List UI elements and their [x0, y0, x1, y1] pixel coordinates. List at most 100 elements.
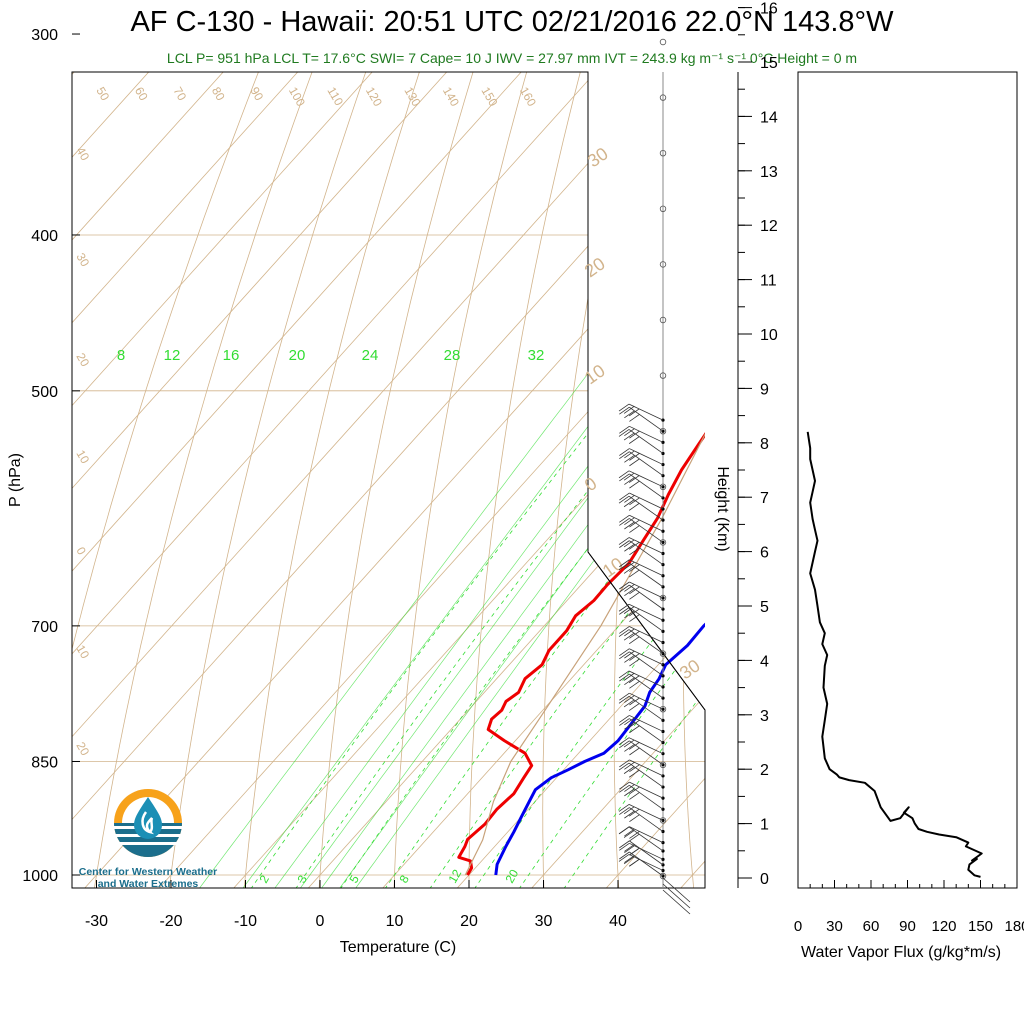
dry-adiabat-line: [239, 72, 705, 888]
wind-barb-feather: [619, 840, 630, 849]
mixing-ratio-label: 16: [223, 347, 240, 364]
mixing-ratio-line: [324, 72, 705, 888]
flux-x-tick-label: 60: [863, 918, 880, 935]
barb-point: [661, 796, 665, 800]
wind-barb-feather: [624, 788, 635, 797]
dry-adiabat-line: [162, 72, 705, 888]
dry-adiabat-line: [86, 72, 672, 888]
wind-barb-feather: [623, 699, 635, 708]
barb-level-circle: [659, 872, 667, 880]
wind-barb-feather: [629, 697, 640, 706]
wind-barb-feather: [619, 651, 630, 660]
theta-label-left: 20: [73, 351, 92, 370]
wind-barb-feather: [619, 842, 630, 851]
temperature-tick-label: -20: [159, 913, 182, 930]
wind-barb-shaft: [629, 826, 664, 844]
wind-barb-shaft: [629, 781, 664, 799]
height-tick-label: 12: [760, 218, 778, 235]
wind-barb-feather: [623, 432, 635, 441]
flux-x-tick-label: 90: [899, 918, 916, 935]
wind-barb-feather: [629, 847, 640, 856]
wind-barb-feather: [629, 747, 640, 756]
wind-barb-feather: [618, 470, 630, 479]
skewt-frame: [71, 33, 706, 889]
wind-barb-shaft: [629, 692, 664, 710]
wind-barb-shaft: [628, 495, 664, 521]
water-vapor-flux-panel: 0306090120150180012345678910111213141516: [737, 1, 1024, 935]
theta-label-right: 0: [581, 473, 601, 495]
flux-x-tick-label: 180: [1004, 918, 1024, 935]
pressure-tick-label: 700: [31, 619, 58, 636]
isotherm-line: [72, 72, 705, 888]
flux-x-tick-label: 0: [794, 918, 802, 935]
wind-barb-shaft: [628, 537, 664, 554]
skewt-profiles: [457, 432, 705, 876]
wind-barb-feather: [623, 606, 635, 614]
temperature-tick-label: 20: [460, 913, 478, 930]
wind-barb-feather: [623, 856, 635, 865]
wind-barb-feather: [623, 406, 635, 414]
wind-barb-feather: [624, 628, 635, 637]
barb-level-circle: [659, 539, 667, 546]
wind-barb-feather: [619, 851, 630, 860]
wind-barb-feather: [624, 650, 635, 659]
barb-point: [661, 707, 665, 711]
wind-barb-feather: [619, 607, 630, 615]
wind-barb-shaft: [628, 629, 664, 654]
barb-point: [661, 685, 665, 689]
isotherm-label: 80: [209, 85, 228, 104]
wind-barb-feather: [624, 521, 635, 530]
wind-barb-feather: [624, 677, 635, 686]
barb-level-circle: [659, 372, 667, 379]
wind-barb-feather: [629, 725, 640, 734]
theta-label-left: 0: [73, 545, 89, 558]
wind-barb-feather: [628, 858, 640, 867]
wind-barb-feather: [624, 588, 635, 597]
wind-barb-feather: [623, 806, 635, 815]
wind-barb-feather: [624, 717, 635, 726]
parcel-path: [464, 433, 705, 876]
theta-label-left: 10: [73, 448, 92, 467]
wind-barb-feather: [619, 518, 630, 526]
wind-barb-feather: [624, 477, 635, 485]
wind-barb-feather: [618, 737, 630, 746]
wind-barb-shaft: [628, 562, 664, 588]
barb-level-circle: [659, 316, 667, 324]
wind-barb-shaft: [629, 626, 664, 643]
barb-level-circle: [659, 428, 667, 435]
height-tick-label: 8: [760, 436, 769, 453]
dry-adiabat-line: [879, 0, 1024, 942]
wind-barb-feather: [618, 695, 630, 704]
barb-point: [661, 774, 665, 778]
wind-barb-feather: [619, 715, 630, 723]
cw3e-logo-icon: [114, 789, 182, 857]
wind-barb-feather: [619, 692, 630, 701]
wind-barb-feather: [624, 428, 635, 437]
wind-barb-shaft: [629, 584, 664, 610]
wind-barb-shaft: [629, 518, 664, 543]
mixing-ratio-label: 20: [289, 347, 306, 364]
wind-barb-feather: [629, 680, 640, 689]
wind-barb-shaft: [628, 695, 664, 721]
wind-barb-shaft: [629, 448, 664, 465]
isotherm-label: 50: [93, 85, 112, 104]
wind-barb-feather: [629, 458, 640, 467]
wind-barb-shaft: [629, 581, 664, 599]
isotherm-label: 90: [247, 85, 266, 104]
pressure-tick-label: 300: [31, 27, 58, 44]
barb-level-circle: [659, 761, 667, 768]
wind-barb-feather: [629, 547, 640, 556]
height-tick-label: 6: [760, 545, 769, 562]
wind-barb-feather: [619, 648, 630, 657]
wind-barb-feather: [629, 480, 640, 489]
isotherm-line: [185, 72, 705, 888]
mixing-ratio-line: [183, 72, 705, 888]
isotherm-label: 130: [401, 85, 423, 110]
wind-barb-shaft: [628, 804, 664, 821]
barb-point: [661, 868, 665, 873]
wind-barb-feather: [629, 564, 640, 572]
temperature-tick-label: -10: [234, 913, 257, 930]
mixing-ratio-label-bottom: 3: [294, 872, 310, 885]
skewt-diagonal-edge: [587, 551, 706, 711]
wind-barb-shaft: [629, 514, 664, 532]
